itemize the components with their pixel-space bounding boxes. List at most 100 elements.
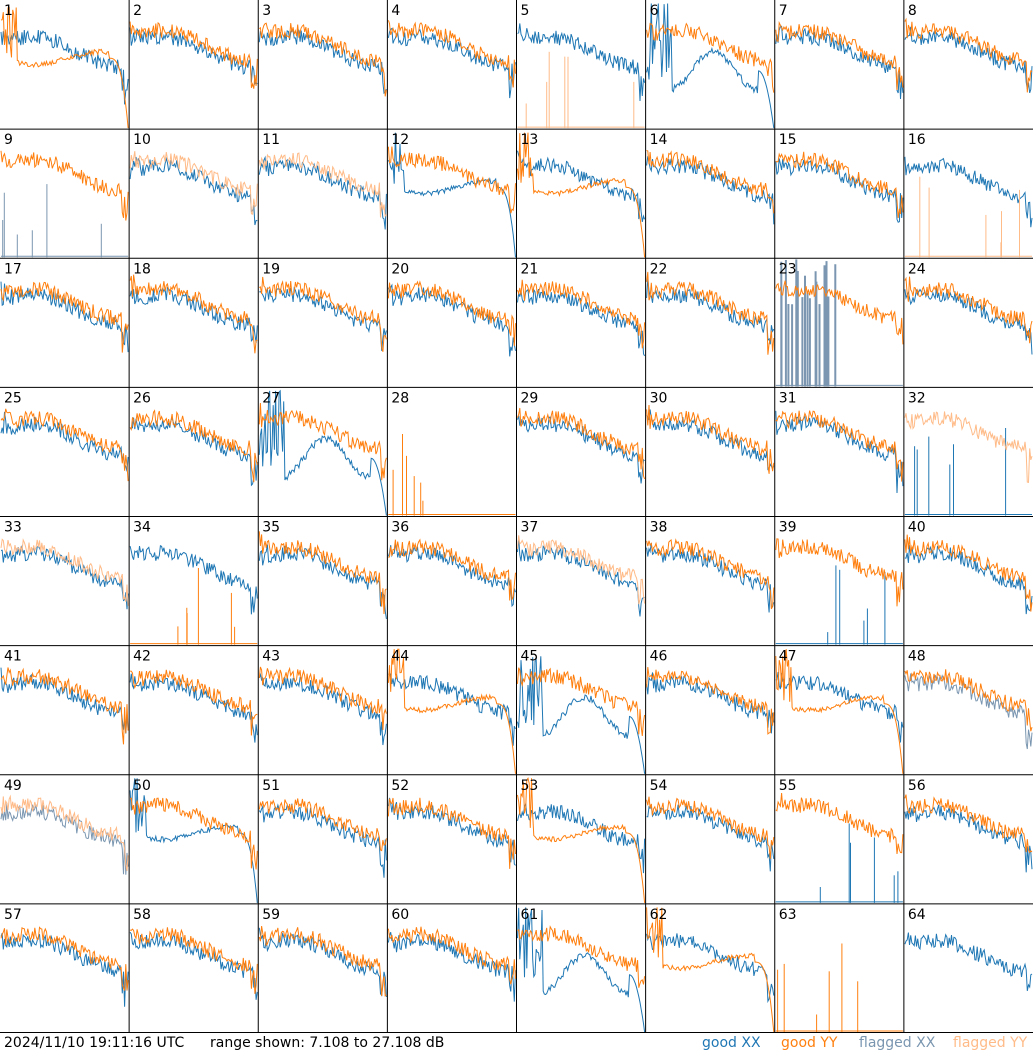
xx-series [904, 545, 1033, 615]
panel-54: 54 [646, 778, 775, 872]
yy-series [387, 648, 516, 774]
xx-series [517, 23, 646, 102]
panel-23: 23 [775, 259, 904, 387]
panel-41: 41 [0, 649, 129, 745]
yy-series [646, 907, 775, 1033]
panel-52: 52 [387, 778, 516, 869]
panel-label: 40 [908, 520, 926, 536]
panel-35: 35 [258, 520, 387, 619]
yy-series [517, 279, 646, 349]
yy-series [646, 149, 775, 214]
panel-label: 53 [521, 778, 539, 794]
panel-18: 18 [129, 261, 258, 354]
panel-label: 54 [650, 778, 668, 794]
panel-64: 64 [904, 907, 1033, 991]
panel-50: 50 [129, 778, 258, 903]
panel-label: 55 [779, 778, 797, 794]
panel-label: 45 [521, 649, 539, 665]
xx-series [387, 673, 516, 746]
yy-series [130, 927, 258, 994]
yy-series [904, 794, 1033, 854]
panel-label: 56 [908, 778, 926, 794]
panel-label: 47 [779, 649, 797, 665]
panel-56: 56 [904, 778, 1033, 873]
xx-series [646, 409, 775, 471]
yy-series [0, 281, 129, 353]
xx-series [517, 656, 646, 774]
xx-series [517, 415, 645, 484]
xx-series [387, 27, 516, 99]
panel-24: 24 [904, 261, 1033, 355]
panel-label: 19 [262, 261, 280, 277]
yy-series [388, 538, 516, 601]
panel-label: 13 [521, 132, 539, 148]
panel-label: 31 [779, 390, 797, 406]
yy-series [775, 649, 904, 774]
panel-label: 64 [908, 907, 926, 923]
panel-label: 43 [262, 649, 280, 665]
range-text: range shown: 7.108 to 27.108 dB [210, 1035, 445, 1051]
xx-series [387, 543, 516, 608]
yy-series [646, 538, 775, 610]
yy-series [0, 408, 129, 482]
xx-series [0, 667, 129, 734]
panel-38: 38 [646, 520, 775, 613]
panel-53: 53 [517, 777, 646, 903]
yy-series [129, 797, 258, 870]
yy-series [0, 6, 129, 129]
xx-series [129, 545, 258, 615]
panel-label: 27 [262, 390, 280, 406]
panel-58: 58 [129, 907, 258, 1000]
panel-label: 6 [650, 3, 659, 19]
panel-label: 4 [391, 3, 400, 19]
panel-13: 13 [517, 132, 646, 258]
panel-label: 62 [650, 907, 668, 923]
panel-label: 32 [908, 390, 926, 406]
xx-series [387, 132, 516, 258]
panel-label: 16 [908, 132, 926, 148]
panel-label: 52 [391, 778, 409, 794]
panel-33: 33 [0, 520, 129, 610]
yy-series [129, 151, 258, 215]
panel-label: 23 [779, 261, 797, 277]
panel-17: 17 [0, 261, 129, 353]
yy-series [646, 271, 775, 355]
panel-9: 9 [0, 132, 129, 258]
panel-26: 26 [129, 390, 258, 487]
panel-label: 12 [391, 132, 409, 148]
yy-series [387, 926, 516, 985]
panel-40: 40 [904, 520, 1033, 615]
xx-series [775, 410, 904, 494]
yy-series [259, 276, 387, 352]
panel-label: 7 [779, 3, 788, 19]
panel-21: 21 [517, 261, 646, 357]
yy-series [258, 926, 387, 997]
xx-series [646, 3, 775, 129]
xx-series [0, 933, 129, 1007]
xx-series [258, 389, 387, 516]
panel-label: 33 [4, 520, 22, 536]
panel-label: 49 [4, 778, 22, 794]
panel-label: 51 [262, 778, 280, 794]
xx-series [646, 672, 775, 734]
panel-label: 35 [262, 520, 280, 536]
panel-59: 59 [258, 907, 387, 998]
panel-label: 1 [4, 3, 13, 19]
panel-label: 48 [908, 649, 926, 665]
xx-series [129, 416, 258, 487]
xx-series [0, 411, 129, 472]
panel-label: 9 [4, 132, 13, 148]
panel-label: 44 [391, 649, 409, 665]
panel-label: 25 [4, 390, 22, 406]
panel-20: 20 [387, 261, 516, 357]
xx-series [646, 543, 775, 613]
yy-series [646, 22, 775, 93]
panel-25: 25 [0, 390, 129, 482]
xx-series [775, 25, 904, 100]
panel-label: 41 [4, 649, 22, 665]
yy-series [258, 531, 387, 615]
panel-label: 34 [133, 520, 151, 536]
panel-label: 59 [262, 907, 280, 923]
yy-series [517, 132, 646, 258]
panel-42: 42 [129, 649, 258, 743]
